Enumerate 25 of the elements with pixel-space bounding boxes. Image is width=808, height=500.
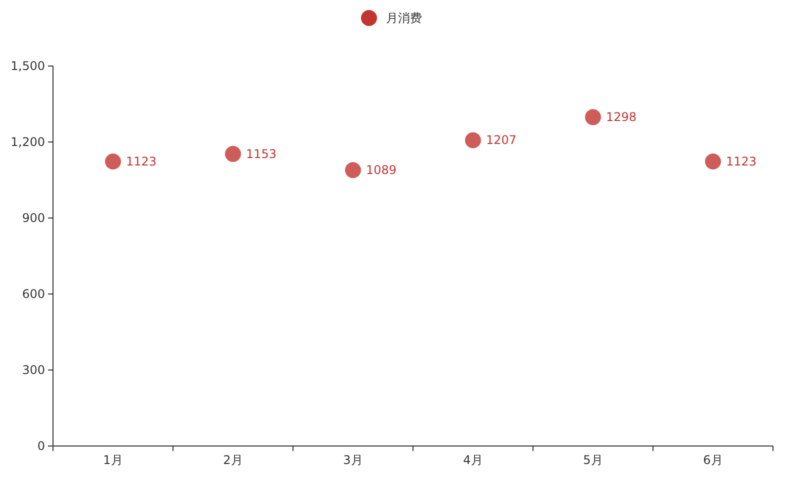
data-label: 1089 — [366, 163, 397, 178]
point — [705, 154, 721, 170]
data-label: 1153 — [246, 146, 277, 161]
point — [585, 109, 601, 126]
legend-label: 月消费 — [386, 11, 422, 25]
x-tick-label: 5月 — [583, 453, 603, 467]
y-tick-label: 1,200 — [10, 135, 45, 149]
x-tick-label: 4月 — [463, 453, 483, 467]
point — [345, 162, 361, 178]
x-tick-label: 1月 — [103, 453, 123, 467]
y-tick-label: 1,500 — [10, 59, 45, 73]
point — [105, 154, 121, 170]
x-tick-label: 2月 — [223, 453, 243, 467]
data-label: 1207 — [486, 133, 517, 148]
y-tick-label: 0 — [37, 439, 45, 453]
data-label: 1123 — [126, 154, 157, 169]
y-tick-label: 900 — [22, 211, 45, 225]
x-tick-label: 6月 — [703, 453, 723, 467]
data-label: 1298 — [606, 110, 637, 124]
y-tick-label: 600 — [22, 287, 45, 301]
data-label: 1123 — [726, 154, 757, 169]
y-tick-label: 300 — [22, 363, 45, 377]
point — [225, 146, 241, 162]
x-tick-label: 3月 — [343, 453, 363, 467]
point — [465, 132, 481, 148]
